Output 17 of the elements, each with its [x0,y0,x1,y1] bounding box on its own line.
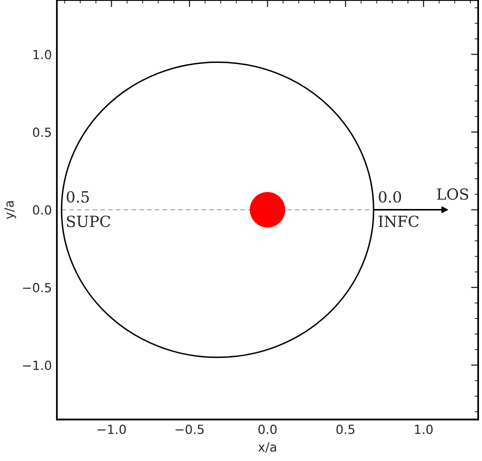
y-tick-label: −1.0 [22,360,52,370]
annotation: 0.0 [378,191,402,203]
annotation: INFC [378,216,419,228]
y-tick-label: 0.5 [32,128,51,137]
x-tick-label: 1.0 [414,424,433,434]
y-tick-label: −0.5 [22,282,51,292]
annotation: LOS [437,188,468,200]
annotation: SUPC [67,216,110,228]
x-tick-label: −1.0 [98,424,126,434]
x-tick-label: −0.5 [176,424,204,434]
x-tick-label: 0.5 [336,424,354,434]
y-axis-title: y/a [4,201,16,220]
annotation: 0.5 [66,191,89,203]
y-tick-label: 0.0 [32,205,52,215]
x-axis-title: x/a [258,442,276,453]
y-tick-label: 1.0 [34,50,52,60]
x-tick-label: 0.0 [258,424,277,434]
